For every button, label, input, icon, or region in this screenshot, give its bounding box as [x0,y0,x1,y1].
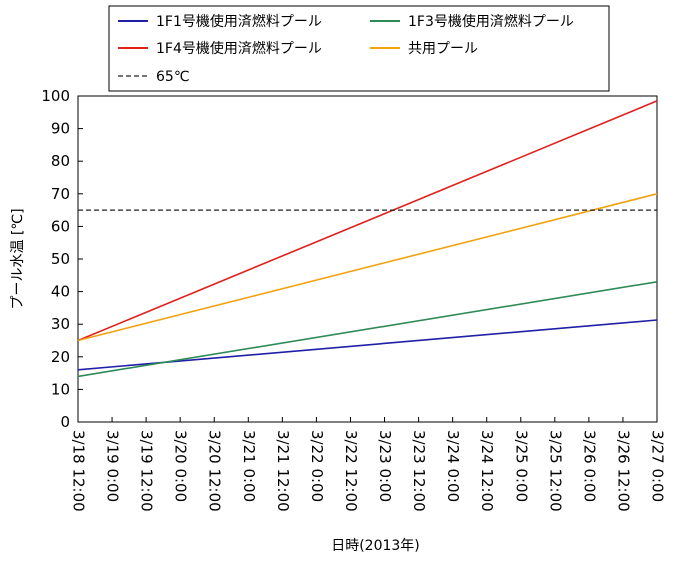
x-tick-label: 3/19 0:00 [104,430,122,502]
x-tick-label: 3/22 0:00 [308,430,326,502]
y-tick-label: 90 [51,120,70,138]
x-tick-label: 3/24 0:00 [444,430,462,502]
legend: 1F1号機使用済燃料プール 1F3号機使用済燃料プール 1F4号機使用済燃料プール 共… [108,5,610,92]
x-tick-label: 3/19 12:00 [138,430,156,512]
x-tick-label: 3/23 12:00 [410,430,428,512]
y-axis-title: プール水温 [℃] [10,208,26,309]
legend-label: 1F4号機使用済燃料プール [156,40,322,57]
series-line [77,193,658,342]
x-tick-label: 3/22 12:00 [342,430,360,512]
y-tick-label: 10 [51,380,70,398]
x-tick-label: 3/27 0:00 [649,430,667,502]
x-axis: 3/18 12:00 3/19 0:00 3/19 12:00 3/20 0:00 3/… [70,417,667,512]
y-tick-label: 30 [51,315,70,333]
y-tick-label: 0 [60,413,70,431]
legend-box [108,5,610,92]
x-axis-title: 日時(2013年) [331,538,420,554]
y-tick-label: 100 [41,87,70,105]
x-tick-label: 3/25 12:00 [546,430,564,512]
series-layer [77,100,658,378]
x-tick-label: 3/18 12:00 [70,430,88,512]
x-tick-label: 3/20 12:00 [206,430,224,512]
y-tick-label: 50 [51,250,70,268]
legend-label: 1F1号機使用済燃料プール [156,13,322,30]
legend-label: 65℃ [156,69,190,85]
y-tick-label: 80 [51,152,70,170]
series-line [77,319,658,371]
y-tick-label: 70 [51,185,70,203]
y-axis: 0 10 20 30 40 50 60 70 80 90 100 [41,87,83,431]
x-tick-label: 3/20 0:00 [172,430,190,502]
x-tick-label: 3/26 12:00 [614,430,632,512]
x-tick-label: 3/24 12:00 [478,430,496,512]
y-tick-label: 40 [51,283,70,301]
x-tick-label: 3/21 12:00 [274,430,292,512]
series-line [77,100,658,342]
x-tick-label: 3/21 0:00 [240,430,258,502]
x-tick-label: 3/23 0:00 [376,430,394,502]
x-tick-label: 3/25 0:00 [512,430,530,502]
legend-label: 共用プール [408,41,478,57]
y-tick-label: 20 [51,348,70,366]
series-line [77,281,658,378]
x-tick-label: 3/26 0:00 [580,430,598,502]
legend-label: 1F3号機使用済燃料プール [408,13,574,30]
plot-area [77,95,658,423]
y-tick-label: 60 [51,217,70,235]
